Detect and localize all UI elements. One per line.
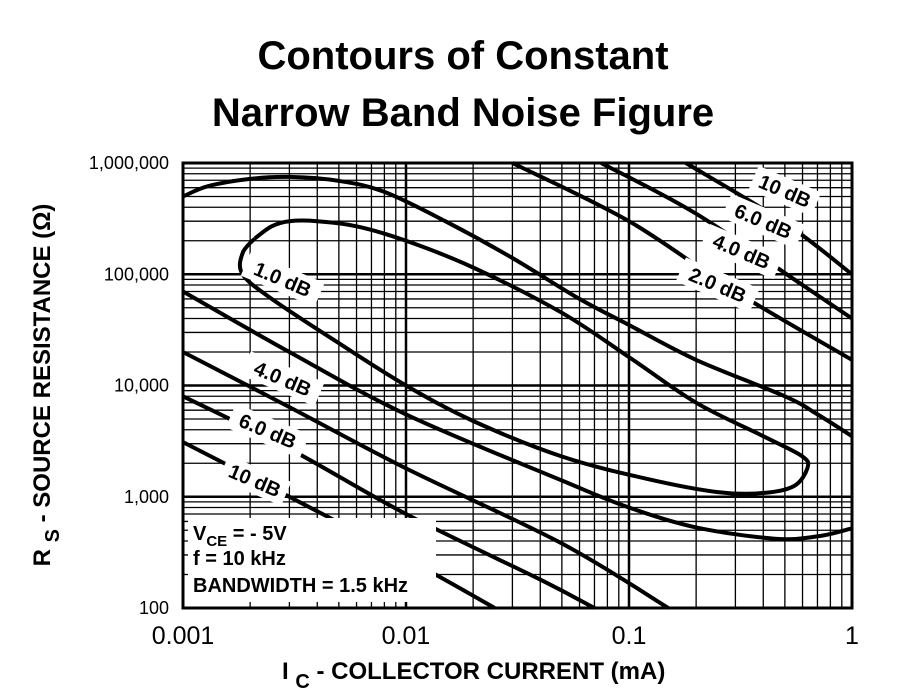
condition-frequency: f = 10 kHz xyxy=(193,548,286,570)
contour-line-4-0-db xyxy=(182,289,853,542)
y-tick-label: 10,000 xyxy=(114,376,169,396)
y-tick-label: 100,000 xyxy=(104,264,169,284)
chart-title-line1: Contours of Constant xyxy=(257,34,669,78)
condition-vce: VCE = - 5V xyxy=(193,523,287,550)
contour-label-text: 2.0 dB xyxy=(685,264,749,308)
contour-label-text: 4.0 dB xyxy=(250,358,314,402)
x-axis-label: I C - COLLECTOR CURRENT (mA) xyxy=(282,658,666,693)
contour-line-6-0-db xyxy=(182,350,670,610)
contour-line-4-0-db xyxy=(511,161,854,362)
plot-frame xyxy=(181,161,854,610)
x-tick-label: 0.001 xyxy=(152,622,215,650)
contour-label-text: 1.0 dB xyxy=(250,258,314,302)
y-tick-label: 1,000,000 xyxy=(89,153,169,173)
x-tick-label: 0.01 xyxy=(382,622,431,650)
x-tick-label: 1 xyxy=(845,622,859,650)
y-tick-label: 100 xyxy=(139,598,169,618)
y-tick-label: 1,000 xyxy=(124,487,169,507)
contour-line-2-0-db xyxy=(182,174,854,438)
contour-label: 4.0 dB xyxy=(240,351,325,407)
contour-line-1-0-db xyxy=(237,218,811,496)
chart-title-line2: Narrow Band Noise Figure xyxy=(211,91,715,135)
condition-bandwidth: BANDWIDTH = 1.5 kHz xyxy=(193,575,408,597)
x-tick-label: 0.1 xyxy=(612,622,647,650)
y-axis-label: R S - SOURCE RESISTANCE (Ω) xyxy=(29,203,64,567)
